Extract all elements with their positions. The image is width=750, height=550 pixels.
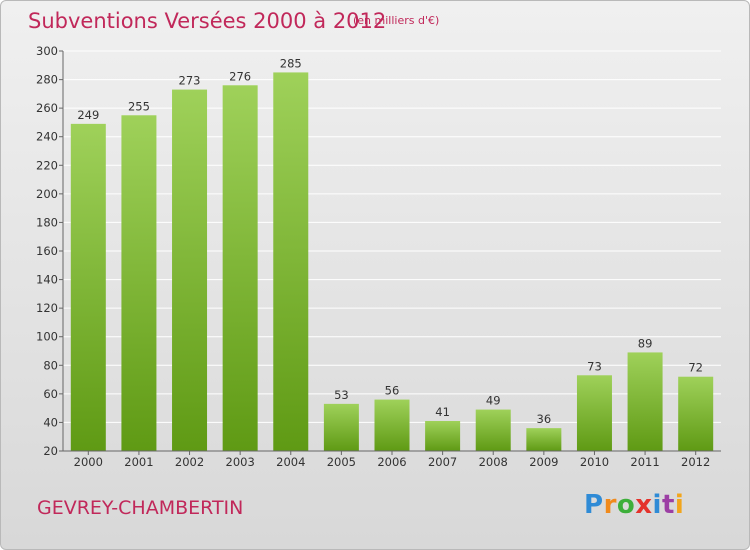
bar [526,428,562,451]
y-tick-label: 100 [36,330,58,344]
y-tick-label: 180 [36,215,58,229]
data-label: 285 [280,56,302,70]
chart-title: Subventions Versées 2000 à 2012 [28,9,387,33]
y-tick-label: 240 [36,130,58,144]
y-axis: 20 40 60 80 100 120 140 160 180 200 220 240 260 280 30… [36,44,64,458]
data-label: 255 [128,99,150,113]
logo-letter: r [603,490,617,520]
data-label: 273 [179,74,201,88]
y-tick-label: 220 [36,158,58,172]
data-label: 276 [229,69,251,83]
bar [475,409,511,451]
x-tick-label: 2010 [580,455,609,469]
x-tick-label: 2003 [226,455,255,469]
y-tick-label: 260 [36,101,58,115]
bar [678,376,714,451]
proxiti-logo: Proxiti [584,490,684,520]
data-label: 36 [537,412,552,426]
chart-subtitle: (en milliers d'€) [353,14,440,27]
bar [627,352,663,451]
bar [70,123,106,451]
data-label: 89 [638,336,653,350]
x-tick-label: 2000 [74,455,103,469]
y-tick-label: 60 [43,387,58,401]
y-tick-label: 80 [43,358,58,372]
x-tick-label: 2006 [377,455,406,469]
y-tick-label: 160 [36,244,58,258]
logo-letter: o [616,490,636,520]
bar [273,72,309,451]
logo-letter: i [652,490,662,520]
logo-letter: t [661,490,675,520]
bar [222,85,258,452]
commune-name: GEVREY-CHAMBERTIN [37,497,244,519]
bar [576,375,612,451]
y-tick-label: 200 [36,187,58,201]
y-tick-label: 300 [36,44,58,58]
bar [172,89,208,452]
logo-letter: P [584,490,604,520]
data-label: 53 [334,388,349,402]
data-label: 73 [587,359,602,373]
bars [70,72,714,452]
data-labels: 249 255 273 276 285 53 56 41 49 36 73 89 72 [77,56,703,426]
data-label: 72 [688,361,703,375]
data-label: 49 [486,394,501,408]
y-tick-label: 120 [36,301,58,315]
bar [374,399,410,451]
data-label: 249 [77,108,99,122]
x-tick-label: 2005 [327,455,356,469]
x-tick-label: 2008 [479,455,508,469]
x-tick-label: 2004 [276,455,305,469]
data-label: 56 [385,384,400,398]
data-label: 41 [435,405,450,419]
y-tick-label: 20 [43,444,58,458]
bar [121,115,157,452]
y-tick-label: 40 [43,415,58,429]
y-tick-label: 140 [36,273,58,287]
x-axis: 2000 2001 2002 2003 2004 2005 2006 2007 2008 2009… [63,450,721,469]
x-tick-label: 2002 [175,455,204,469]
x-tick-label: 2007 [428,455,457,469]
x-tick-label: 2011 [630,455,659,469]
y-tick-label: 280 [36,73,58,87]
x-tick-label: 2012 [681,455,710,469]
x-tick-label: 2009 [529,455,558,469]
bar [323,403,359,451]
x-tick-label: 2001 [124,455,153,469]
logo-letter: x [635,490,653,520]
logo-letter: i [674,490,685,520]
bar [425,421,461,451]
